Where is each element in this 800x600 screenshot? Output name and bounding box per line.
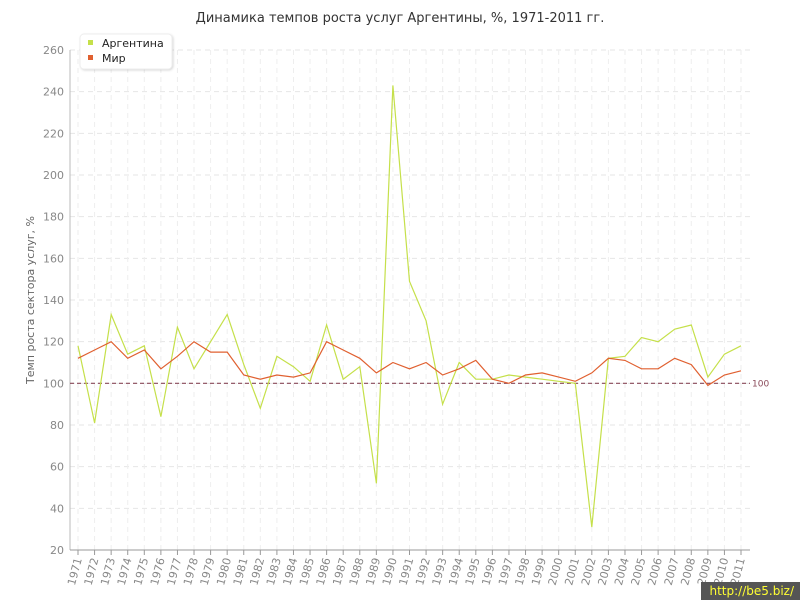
y-tick-label: 140 [43,294,64,307]
x-tick-labels: 1971197219731974197519761977197819791980… [65,556,748,586]
legend-marker [88,55,93,60]
chart-title: Динамика темпов роста услуг Аргентины, %… [196,11,605,26]
legend-label: Аргентина [102,37,164,50]
y-tick-label: 40 [50,502,64,515]
y-tick-label: 200 [43,169,64,182]
reference-line-label: 100 [752,379,769,389]
legend: Аргентина Мир [79,33,173,70]
series-line-argentina [77,85,742,528]
y-tick-label: 60 [50,461,64,474]
y-tick-label: 260 [43,44,64,57]
y-tick-label: 80 [50,419,64,432]
y-tick-labels: 20 40 60 80 100 120 140 160 180 200 220 240 260 [43,44,64,557]
y-tick-label: 100 [43,377,64,390]
legend-label: Мир [102,52,126,65]
y-tick-label: 20 [50,544,64,557]
series-lines [77,85,742,528]
series-line-world [77,340,742,387]
grid [70,49,750,551]
watermark[interactable]: http://be5.biz/ [701,582,800,600]
axes [69,50,750,555]
legend-marker [88,40,93,45]
y-tick-label: 220 [43,127,64,140]
y-tick-label: 240 [43,86,64,99]
y-tick-label: 180 [43,211,64,224]
y-axis-label: Темп роста сектора услуг, % [24,216,37,385]
reference-line-group: 100 [70,379,769,389]
y-tick-label: 160 [43,252,64,265]
legend-box [79,33,173,70]
y-tick-label: 120 [43,336,64,349]
